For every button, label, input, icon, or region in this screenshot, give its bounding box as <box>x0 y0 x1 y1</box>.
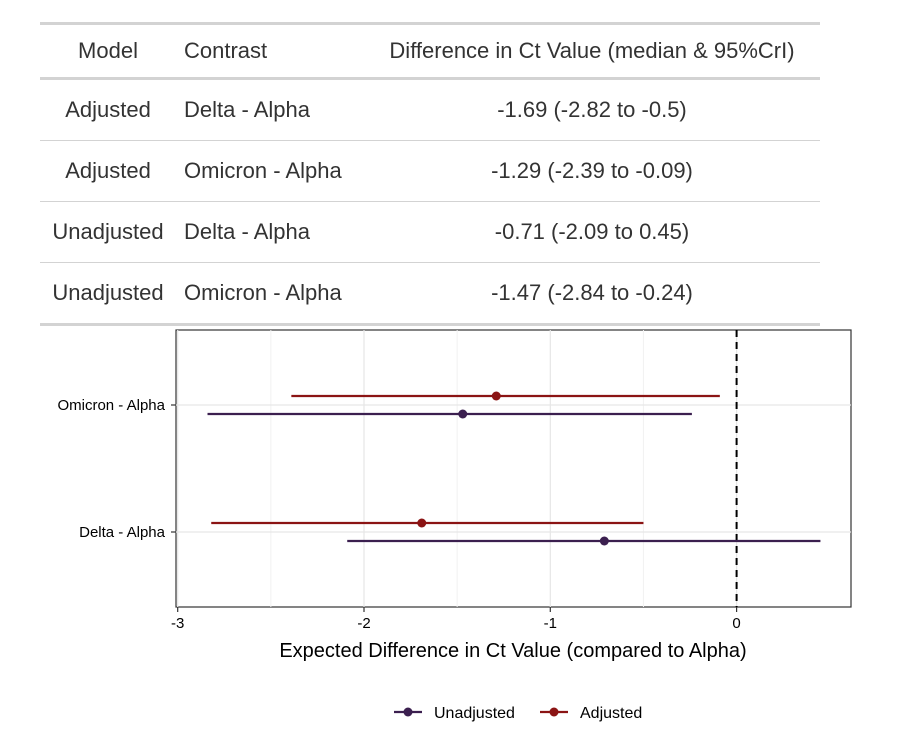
cell-difference: -1.69 (-2.82 to -0.5) <box>497 97 687 122</box>
axes: Delta - Alpha Omicron - Alpha -3 -2 -1 0 <box>57 397 740 632</box>
cell-contrast: Delta - Alpha <box>184 219 310 244</box>
table-row: Unadjusted Delta - Alpha -0.71 (-2.09 to… <box>40 201 820 262</box>
table-top-rule <box>40 22 820 25</box>
cell-model: Unadjusted <box>52 219 164 244</box>
legend-marker <box>549 707 559 717</box>
x-tick-label: 0 <box>732 615 740 632</box>
series-marks <box>207 391 821 546</box>
cell-contrast: Omicron - Alpha <box>184 158 342 183</box>
cell-model: Adjusted <box>65 158 151 183</box>
table-bottom-rule <box>40 323 820 326</box>
table-row: Adjusted Delta - Alpha -1.69 (-2.82 to -… <box>40 77 820 140</box>
x-tick-label: -2 <box>357 615 370 632</box>
cell-model: Adjusted <box>65 97 151 122</box>
legend-marker <box>403 707 413 717</box>
median-point <box>599 536 609 546</box>
cell-difference: -0.71 (-2.09 to 0.45) <box>494 219 690 244</box>
y-tick-label: Delta - Alpha <box>79 524 166 541</box>
results-table: Model Contrast Difference in Ct Value (m… <box>40 22 820 326</box>
cell-difference: -1.47 (-2.84 to -0.24) <box>491 280 693 305</box>
cell-contrast: Omicron - Alpha <box>184 280 342 305</box>
header-contrast: Contrast <box>184 38 268 63</box>
table-row: Unadjusted Omicron - Alpha -1.47 (-2.84 … <box>40 262 820 323</box>
forest-plot: Delta - Alpha Omicron - Alpha -3 -2 -1 0 Expe… <box>57 329 852 722</box>
grid-lines <box>176 330 851 607</box>
y-tick-label: Omicron - Alpha <box>57 397 165 414</box>
median-point <box>417 518 427 528</box>
x-tick-label: -3 <box>171 615 184 632</box>
legend-label: Unadjusted <box>434 705 515 722</box>
cell-difference: -1.29 (-2.39 to -0.09) <box>491 158 693 183</box>
median-point <box>491 391 501 401</box>
plot-panel <box>175 329 852 608</box>
x-axis-title: Expected Difference in Ct Value (compare… <box>279 640 746 662</box>
x-tick-label: -1 <box>544 615 557 632</box>
legend-label: Adjusted <box>580 705 642 722</box>
header-model: Model <box>78 38 138 63</box>
table-header-row: Model Contrast Difference in Ct Value (m… <box>40 25 820 77</box>
cell-contrast: Delta - Alpha <box>184 97 310 122</box>
median-point <box>458 409 468 419</box>
header-difference: Difference in Ct Value (median & 95%CrI) <box>389 38 795 63</box>
cell-model: Unadjusted <box>52 280 164 305</box>
legend: Unadjusted Adjusted <box>394 705 642 722</box>
table-row: Adjusted Omicron - Alpha -1.29 (-2.39 to… <box>40 140 820 201</box>
